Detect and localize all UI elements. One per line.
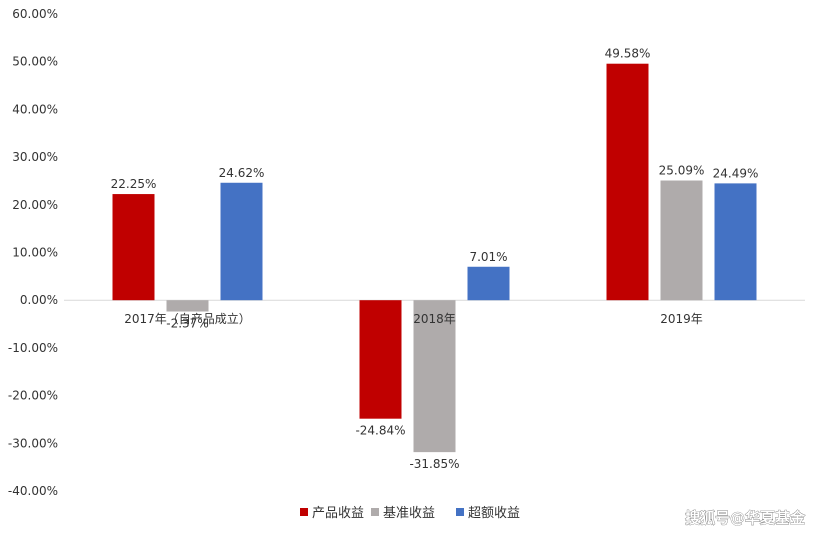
data-label: 25.09% — [659, 164, 705, 178]
legend: 产品收益 基准收益 超额收益 — [300, 506, 520, 521]
bar — [413, 300, 456, 453]
y-tick-label: -10.00% — [8, 341, 58, 355]
data-label: 7.01% — [469, 250, 507, 264]
data-label: -2.37% — [166, 317, 208, 331]
category-label: 2019年 — [660, 312, 703, 326]
bar — [220, 182, 263, 301]
legend-swatch — [456, 508, 464, 516]
data-label: 24.49% — [713, 166, 759, 180]
y-tick-label: -20.00% — [8, 389, 58, 403]
y-tick-label: 50.00% — [12, 55, 58, 69]
category-label: 2017年（自产品成立） — [124, 311, 251, 326]
legend-swatch — [371, 508, 379, 516]
bar — [166, 300, 209, 312]
category-labels: 2017年（自产品成立） 2018年 2019年 — [124, 311, 703, 326]
y-tick-label: 60.00% — [12, 7, 58, 21]
y-tick-label: 10.00% — [12, 246, 58, 260]
bar — [714, 183, 757, 301]
watermark-text: 搜狐号@华夏基金 — [685, 509, 806, 527]
y-tick-label: -40.00% — [8, 484, 58, 498]
y-tick-label: -30.00% — [8, 436, 58, 450]
data-label: -24.84% — [355, 424, 405, 438]
data-label: 24.62% — [219, 166, 265, 180]
legend-swatch — [300, 508, 308, 516]
y-tick-label: 30.00% — [12, 150, 58, 164]
bar — [467, 266, 510, 301]
data-label: 49.58% — [605, 47, 651, 61]
data-label: 22.25% — [111, 177, 157, 191]
y-tick-label: 0.00% — [20, 293, 58, 307]
bars-group: 22.25% -2.37% 24.62% -24.84% -31.85% 7.01% 49.… — [111, 47, 759, 471]
bar — [660, 180, 703, 301]
bar — [359, 300, 402, 419]
y-axis: 60.00% 50.00% 40.00% 30.00% 20.00% 10.00% 0.00… — [8, 7, 58, 498]
bar — [606, 63, 649, 301]
category-label: 2018年 — [413, 312, 456, 326]
bar — [112, 194, 155, 301]
y-tick-label: 40.00% — [12, 102, 58, 116]
y-tick-label: 20.00% — [12, 198, 58, 212]
data-label: -31.85% — [409, 457, 459, 471]
legend-label: 超额收益 — [468, 506, 520, 521]
legend-label: 产品收益 — [312, 506, 364, 521]
legend-label: 基准收益 — [383, 506, 435, 521]
